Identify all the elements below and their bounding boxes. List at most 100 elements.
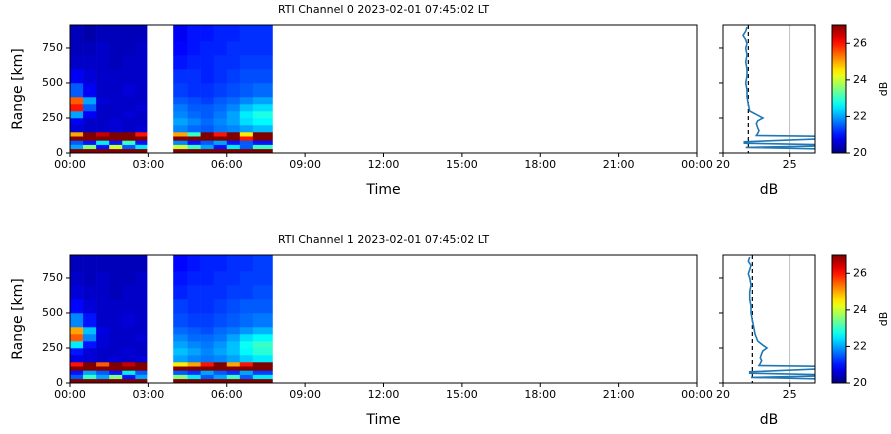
x-tick-label: 00:00 xyxy=(54,158,86,171)
heatmap-cell xyxy=(83,340,97,349)
heatmap-cell xyxy=(200,96,214,105)
heatmap-cell xyxy=(226,270,241,286)
x-axis-label: Time xyxy=(365,182,400,198)
heatmap-cell xyxy=(213,68,228,84)
heatmap-cell xyxy=(109,340,123,349)
heatmap-cell xyxy=(187,136,201,141)
heatmap-cell xyxy=(173,370,188,375)
heatmap-cell xyxy=(213,378,228,384)
heatmap-cell xyxy=(109,270,123,286)
heatmap-cell xyxy=(213,25,228,42)
heatmap-cell xyxy=(135,144,148,150)
heatmap-cell xyxy=(239,136,254,141)
heatmap-cell xyxy=(135,148,148,154)
heatmap-cell xyxy=(70,347,84,356)
heatmap-cell xyxy=(122,68,136,84)
heatmap-cell xyxy=(213,340,228,349)
heatmap-cell xyxy=(96,144,110,150)
heatmap-cell xyxy=(252,370,273,375)
x-tick-label: 20 xyxy=(716,158,730,171)
x-tick-label: 20 xyxy=(716,388,730,401)
heatmap-cell xyxy=(200,140,214,145)
heatmap-cell xyxy=(109,312,123,328)
heatmap-cell xyxy=(252,148,273,154)
heatmap-cell xyxy=(135,312,148,328)
heatmap-cell xyxy=(187,333,201,342)
heatmap-cell xyxy=(226,333,241,342)
x-tick-label: 12:00 xyxy=(368,388,400,401)
heatmap-cell xyxy=(83,68,97,84)
heatmap-cell xyxy=(239,68,254,84)
heatmap-cell xyxy=(135,82,148,98)
x-axis-label: Time xyxy=(365,412,400,428)
colorbar-tick-label: 22 xyxy=(853,109,867,122)
heatmap-cell xyxy=(122,374,136,380)
heatmap-cell xyxy=(239,110,254,119)
heatmap-cell xyxy=(109,298,123,314)
heatmap-cell xyxy=(109,117,123,126)
y-tick-label: 0 xyxy=(56,146,63,159)
heatmap-cell xyxy=(96,347,110,356)
chart-title: RTI Channel 1 2023-02-01 07:45:02 LT xyxy=(278,233,489,246)
heatmap-cell xyxy=(173,340,188,349)
colorbar-tick-label: 20 xyxy=(853,376,867,389)
heatmap-cell xyxy=(70,131,84,137)
heatmap-cell xyxy=(213,333,228,342)
x-tick-label: 15:00 xyxy=(446,158,478,171)
heatmap-cell xyxy=(83,124,97,133)
heatmap-cell xyxy=(239,361,254,367)
heatmap-cell xyxy=(226,255,241,272)
colorbar-tick-label: 26 xyxy=(853,266,867,279)
heatmap-cell xyxy=(70,340,84,349)
heatmap-cell xyxy=(173,96,188,105)
heatmap-cell xyxy=(96,284,110,300)
heatmap-cell xyxy=(70,374,84,380)
heatmap-cell xyxy=(96,110,110,119)
heatmap-cell xyxy=(135,284,148,300)
heatmap-cell xyxy=(96,140,110,145)
heatmap-cell xyxy=(173,374,188,380)
heatmap-cell xyxy=(83,347,97,356)
heatmap-cell xyxy=(173,131,188,137)
heatmap-cell xyxy=(173,255,188,272)
heatmap-cell xyxy=(213,347,228,356)
heatmap-cell xyxy=(239,298,254,314)
heatmap-cell xyxy=(70,110,84,119)
heatmap-cell xyxy=(173,54,188,70)
heatmap-cell xyxy=(252,312,273,328)
heatmap-cell xyxy=(109,54,123,70)
heatmap-cell xyxy=(83,361,97,367)
heatmap-cell xyxy=(109,136,123,141)
heatmap-cell xyxy=(109,374,123,380)
heatmap-cell xyxy=(187,378,201,384)
heatmap-cell xyxy=(200,340,214,349)
heatmap-cell xyxy=(135,366,148,371)
heatmap-cell xyxy=(122,312,136,328)
heatmap-cell xyxy=(187,144,201,150)
heatmap-cell xyxy=(187,354,201,363)
heatmap-cell xyxy=(83,117,97,126)
y-tick-label: 250 xyxy=(42,341,63,354)
heatmap-cell xyxy=(135,347,148,356)
heatmap-cell xyxy=(135,340,148,349)
heatmap-cell xyxy=(70,140,84,145)
heatmap-cell xyxy=(200,347,214,356)
heatmap-cell xyxy=(226,136,241,141)
heatmap-cell xyxy=(252,54,273,70)
heatmap-cell xyxy=(187,340,201,349)
heatmap-cell xyxy=(200,103,214,112)
heatmap-cell xyxy=(83,378,97,384)
heatmap-cell xyxy=(213,110,228,119)
heatmap-cell xyxy=(135,54,148,70)
heatmap-cell xyxy=(83,82,97,98)
heatmap-cell xyxy=(213,374,228,380)
heatmap-cell xyxy=(187,40,201,56)
heatmap-cell xyxy=(200,312,214,328)
heatmap-cell xyxy=(135,136,148,141)
heatmap-cell xyxy=(239,312,254,328)
heatmap-cell xyxy=(135,326,148,335)
heatmap-cell xyxy=(213,54,228,70)
heatmap-cell xyxy=(239,354,254,363)
heatmap-cell xyxy=(187,374,201,380)
heatmap-cell xyxy=(96,25,110,42)
